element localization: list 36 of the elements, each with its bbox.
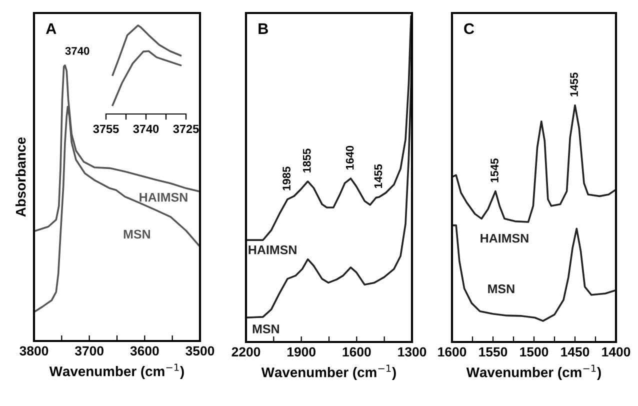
annotation: 1455 — [374, 164, 382, 188]
x-tick-label: 1600 — [438, 347, 466, 357]
series-label: MSN — [124, 230, 150, 239]
series-label: MSN — [488, 284, 514, 294]
y-axis-title: Absorbance — [15, 137, 26, 217]
x-tick-label: 1550 — [479, 347, 508, 357]
annotation: 1455 — [570, 72, 578, 96]
x-tick-label: 3600 — [130, 346, 159, 356]
x-axis-title: Wavenumber (cm$^{−1}$) — [49, 364, 184, 380]
series-label: HAIMSN — [248, 245, 296, 254]
x-tick-label: 1450 — [561, 347, 590, 357]
x-tick-label: 2200 — [232, 347, 260, 357]
annotation: 3740 — [65, 46, 90, 55]
annotation: 1545 — [490, 158, 498, 182]
x-tick-label: 3500 — [186, 346, 214, 356]
x-tick-label: 3740 — [133, 124, 159, 134]
annotation: 1855 — [302, 148, 311, 172]
x-tick-label: 3700 — [74, 346, 104, 356]
x-axis-title: Wavenumber (cm$^{−1}$) — [261, 364, 396, 380]
chart-title: C — [464, 23, 474, 34]
x-tick-label: 1900 — [287, 347, 316, 357]
series-label: HAIMSN — [480, 234, 528, 243]
x-axis-title: Wavenumber (cm$^{−1}$) — [466, 364, 601, 380]
x-tick-label: 3725 — [173, 124, 199, 134]
x-tick-label: 1400 — [602, 347, 630, 357]
series-label: HAIMSN — [140, 192, 188, 202]
x-tick-label: 1600 — [342, 347, 371, 357]
x-tick-label: 3755 — [93, 124, 119, 134]
x-tick-label: 3800 — [20, 346, 48, 356]
annotation: 1985 — [282, 166, 290, 190]
x-tick-label: 1500 — [520, 347, 548, 357]
series-label: MSN — [252, 324, 279, 334]
chart-title: B — [258, 23, 268, 34]
x-tick-label: 1300 — [398, 347, 426, 357]
chart-title: A — [46, 23, 56, 34]
annotation: 1640 — [346, 146, 354, 170]
